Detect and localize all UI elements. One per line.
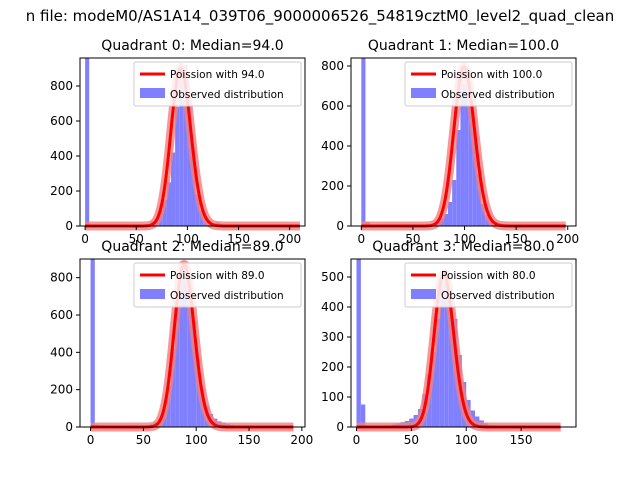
quadrant-2-xtick-label: 50 bbox=[136, 433, 151, 447]
quadrant-3-ytick-label: 400 bbox=[321, 300, 344, 314]
quadrant-3-legend-hist-swatch bbox=[411, 289, 436, 299]
quadrant-2-legend-observed-label: Observed distribution bbox=[170, 290, 284, 302]
quadrant-2-xtick-label: 200 bbox=[290, 433, 313, 447]
quadrant-0-hist-bar bbox=[85, 58, 89, 226]
quadrant-1-ytick-label: 800 bbox=[321, 59, 344, 73]
quadrant-3-legend-poisson-label: Poission with 80.0 bbox=[441, 270, 536, 282]
figure-suptitle: n file: modeM0/AS1A14_039T06_9000006526_… bbox=[26, 7, 615, 26]
quadrant-3-xtick-label: 150 bbox=[510, 433, 533, 447]
quadrant-1-legend-hist-swatch bbox=[411, 88, 436, 98]
quadrant-2-xtick-label: 0 bbox=[87, 433, 95, 447]
quadrant-1-ytick-label: 0 bbox=[336, 219, 344, 233]
quadrant-1-ytick-label: 400 bbox=[321, 139, 344, 153]
quadrant-0-legend-poisson-label: Poission with 94.0 bbox=[170, 69, 265, 81]
quadrant-0-ytick-label: 800 bbox=[50, 79, 73, 93]
quadrant-2-ytick-label: 0 bbox=[65, 420, 73, 434]
quadrant-3-legend-observed-label: Observed distribution bbox=[441, 290, 555, 302]
quadrant-3-xtick-label: 50 bbox=[404, 433, 419, 447]
quadrant-2-xtick-label: 100 bbox=[185, 433, 208, 447]
quadrant-1-xtick-label: 0 bbox=[358, 232, 366, 246]
quadrant-3-title: Quadrant 3: Median=80.0 bbox=[372, 239, 554, 255]
quadrant-3-ytick-label: 200 bbox=[321, 360, 344, 374]
quadrant-3-ytick-label: 0 bbox=[336, 420, 344, 434]
quadrant-3-ytick-label: 500 bbox=[321, 270, 344, 284]
quadrant-1-legend-poisson-label: Poission with 100.0 bbox=[441, 69, 542, 81]
quadrant-2-legend-hist-swatch bbox=[140, 289, 165, 299]
quadrant-3-axes: 0 50 100 150 0 100 200 300 400 500 Quadrant 3: Med… bbox=[321, 239, 576, 447]
quadrant-1-hist-bar bbox=[452, 180, 456, 226]
quadrant-3-xtick-label: 0 bbox=[353, 433, 361, 447]
quadrant-0-legend: Poission with 94.0 Observed distribution bbox=[134, 62, 301, 106]
quadrant-0-ytick-label: 200 bbox=[50, 184, 73, 198]
quadrant-0-ytick-label: 600 bbox=[50, 114, 73, 128]
quadrant-1-legend-observed-label: Observed distribution bbox=[441, 89, 555, 101]
quadrant-0-title: Quadrant 0: Median=94.0 bbox=[101, 38, 283, 54]
quadrant-2-legend-poisson-label: Poission with 89.0 bbox=[170, 270, 265, 282]
quadrant-2-xtick-label: 150 bbox=[238, 433, 261, 447]
quadrant-1-hist-bar bbox=[456, 130, 460, 226]
quadrant-2-axes: 0 50 100 150 200 0 200 400 600 800 Quadrant 2: Med… bbox=[50, 239, 313, 447]
quadrant-2-ytick-label: 200 bbox=[50, 383, 73, 397]
quadrant-2-ytick-label: 400 bbox=[50, 345, 73, 359]
quadrant-2-ytick-label: 800 bbox=[50, 271, 73, 285]
quadrant-0-legend-observed-label: Observed distribution bbox=[170, 89, 284, 101]
quadrant-1-xtick-label: 200 bbox=[556, 232, 579, 246]
quadrant-0-xtick-label: 0 bbox=[81, 232, 89, 246]
quadrant-0-legend-hist-swatch bbox=[140, 88, 165, 98]
quadrant-1-ytick-label: 600 bbox=[321, 99, 344, 113]
quadrant-3-xtick-label: 100 bbox=[455, 433, 478, 447]
quadrant-2-ytick-label: 600 bbox=[50, 308, 73, 322]
quadrant-1-hist-bar bbox=[448, 202, 452, 226]
quadrant-2-title: Quadrant 2: Median=89.0 bbox=[101, 239, 283, 255]
quadrant-0-ytick-label: 400 bbox=[50, 149, 73, 163]
quadrant-1-hist-bar bbox=[361, 58, 365, 226]
quadrant-2-legend: Poission with 89.0 Observed distribution bbox=[134, 263, 301, 307]
quadrant-1-ytick-label: 200 bbox=[321, 179, 344, 193]
quadrant-0-ytick-label: 0 bbox=[65, 219, 73, 233]
quadrant-3-ytick-label: 300 bbox=[321, 330, 344, 344]
quadrant-3-hist-bar bbox=[356, 259, 360, 427]
quadrant-1-title: Quadrant 1: Median=100.0 bbox=[368, 38, 559, 54]
quadrant-1-legend: Poission with 100.0 Observed distribution bbox=[405, 62, 572, 106]
quadrant-3-legend: Poission with 80.0 Observed distribution bbox=[405, 263, 572, 307]
quadrant-2-hist-bar bbox=[91, 259, 95, 427]
quadrant-3-ytick-label: 100 bbox=[321, 390, 344, 404]
